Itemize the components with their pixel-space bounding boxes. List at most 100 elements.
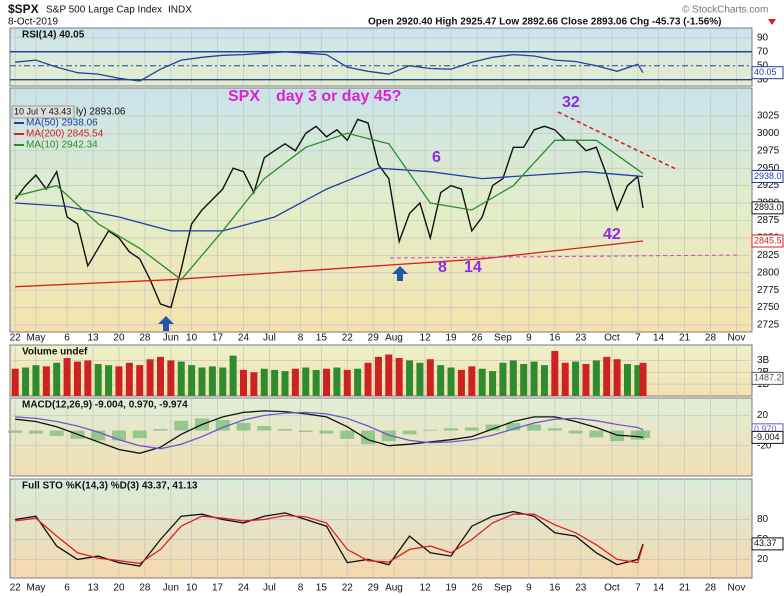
x-tick-label: 15	[316, 333, 328, 344]
histogram-bar	[610, 430, 625, 442]
annotation: day 3 or day 45?	[276, 88, 401, 105]
y-tick-label: 70	[757, 46, 769, 57]
volume-bar	[94, 363, 102, 396]
x-tick-label: 23	[575, 333, 587, 344]
y-tick-label: 30	[757, 74, 769, 85]
volume-bar	[447, 367, 455, 396]
x-tick-label: 23	[575, 583, 587, 594]
x-tick-label: 19	[445, 583, 457, 594]
histogram-bar	[236, 422, 251, 431]
volume-bar	[603, 356, 611, 396]
y-tick-label: 2825	[757, 250, 780, 261]
up-arrow	[392, 266, 408, 281]
value-tag-label: 40.05	[754, 67, 777, 77]
series-line	[15, 51, 644, 82]
volume-bar	[489, 371, 497, 396]
x-tick-label: 8	[298, 583, 304, 594]
down-arrow	[768, 19, 776, 25]
panel-title: Volume undef	[22, 347, 88, 358]
value-tag-label: 2893.0	[754, 202, 782, 212]
trend-line	[557, 111, 679, 171]
x-tick-label: 22	[10, 583, 22, 594]
histogram-bar	[8, 430, 23, 433]
volume-bar	[639, 362, 647, 396]
volume-bar	[406, 360, 414, 396]
y-tick-label: 2875	[757, 215, 780, 226]
series-line	[15, 167, 644, 232]
volume-bar	[333, 367, 341, 396]
volume-bar	[198, 367, 206, 396]
histogram-bar	[91, 430, 106, 441]
volume-bar	[468, 366, 476, 396]
panel-title: MACD(12,26,9) -9.004, 0.970, -9.974	[22, 400, 188, 411]
volume-bar	[374, 356, 382, 396]
exchange: INDX	[168, 5, 192, 16]
histogram-bar	[527, 424, 542, 431]
y-tick-label: 3025	[757, 111, 780, 122]
volume-bar	[125, 362, 133, 396]
x-tick-label: Aug	[385, 333, 403, 344]
volume-bar	[437, 365, 445, 396]
volume-bar	[302, 367, 310, 396]
volume-bar	[426, 359, 434, 396]
x-tick-label: 24	[238, 333, 250, 344]
histogram-bar	[298, 430, 313, 433]
x-tick-label: 22	[342, 333, 354, 344]
y-tick-label: 2975	[757, 145, 780, 156]
volume-bar	[634, 365, 642, 396]
volume-bar	[167, 360, 175, 396]
x-tick-label: 14	[653, 583, 665, 594]
y-tick-label: 20	[757, 410, 769, 421]
volume-bar	[136, 365, 144, 396]
x-tick-label: 15	[316, 583, 328, 594]
volume-bar	[364, 362, 372, 396]
volume-bar	[146, 359, 154, 396]
series-line	[15, 240, 644, 288]
volume-bar	[291, 368, 299, 396]
x-tick-label: Sep	[494, 333, 512, 344]
x-tick-label: Jun	[163, 333, 179, 344]
value-tag-label: 0.970	[754, 424, 777, 434]
x-tick-label: Oct	[604, 583, 620, 594]
up-arrow	[158, 316, 174, 331]
value-tag-label: 1487.2	[754, 373, 782, 383]
volume-bar	[343, 369, 351, 396]
x-tick-label: 20	[113, 583, 125, 594]
x-tick-label: 10	[186, 583, 198, 594]
symbol: $SPX	[8, 2, 39, 16]
y-tick-label: 90	[757, 32, 769, 43]
legend-entry: MA(200) 2845.54	[26, 129, 104, 140]
legend-entry: MA(50) 2938.06	[26, 118, 98, 129]
x-tick-label: 14	[653, 333, 665, 344]
volume-bar	[530, 361, 538, 396]
panel-background	[9, 87, 753, 333]
x-tick-label: Jul	[263, 583, 276, 594]
annotation: 8	[438, 259, 447, 276]
credit: © StockCharts.com	[682, 5, 768, 16]
x-tick-label: 17	[212, 333, 224, 344]
y-tick-label: 80	[757, 514, 769, 525]
x-tick-label: 28	[705, 583, 717, 594]
volume-bar	[520, 363, 528, 396]
x-tick-label: 6	[64, 333, 70, 344]
volume-bar	[582, 363, 590, 396]
volume-bar	[84, 360, 92, 396]
histogram-bar	[215, 419, 230, 431]
histogram-bar	[319, 430, 334, 434]
volume-bar	[509, 360, 517, 396]
series-line	[15, 510, 644, 567]
volume-bar	[22, 367, 30, 396]
volume-bar	[156, 356, 164, 396]
index-name: S&P 500 Large Cap Index	[46, 5, 162, 16]
volume-bar	[281, 371, 289, 396]
volume-bar	[623, 363, 631, 396]
value-tag	[751, 234, 784, 248]
tooltip: 10 Jul Y 43.43	[14, 106, 71, 116]
volume-bar	[177, 361, 185, 396]
volume-bar	[219, 367, 227, 396]
volume-bar	[561, 362, 569, 396]
x-tick-label: 24	[238, 583, 250, 594]
x-tick-label: 22	[10, 333, 22, 344]
histogram-bar	[28, 430, 43, 434]
x-tick-label: 26	[471, 333, 483, 344]
